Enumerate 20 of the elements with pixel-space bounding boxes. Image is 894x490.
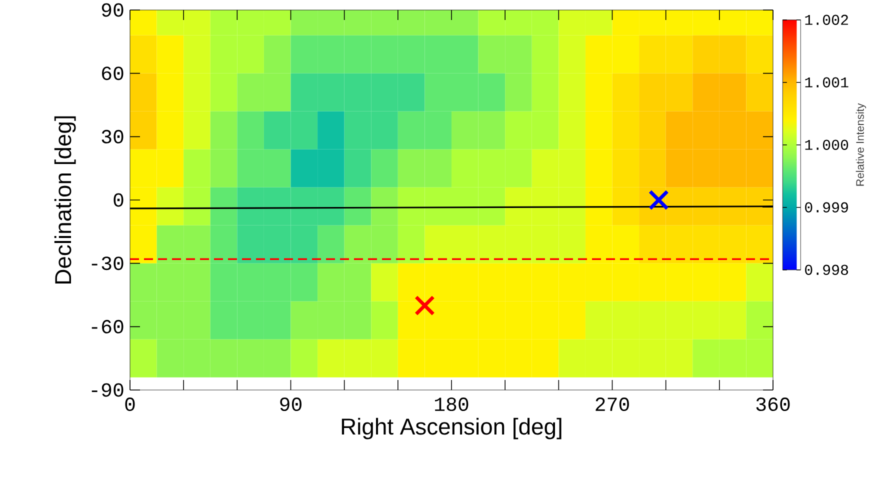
x-tick-label: 270: [596, 398, 629, 412]
color-bar-label: 0.999: [805, 202, 848, 212]
color-bar-label: 1.000: [805, 140, 848, 150]
y-axis-title: Declination [deg]: [54, 116, 76, 284]
x-tick-label: 0: [125, 398, 135, 412]
x-tick-label: 180: [435, 398, 468, 412]
y-tick-label: 60: [102, 66, 124, 80]
x-axis-title: Right Ascension [deg]: [342, 418, 562, 440]
y-tick-label: -90: [92, 383, 124, 397]
y-tick-label: -60: [92, 320, 124, 334]
x-tick-label: 360: [756, 398, 790, 412]
y-tick-label: 90: [102, 3, 124, 17]
y-tick-label: 30: [102, 130, 124, 144]
y-tick-label: -30: [92, 256, 124, 270]
x-tick-label: 90: [280, 398, 302, 412]
color-bar-title: Relative Intensity: [856, 103, 866, 186]
color-bar-label: 1.002: [805, 14, 848, 25]
color-bar-label: 0.998: [805, 264, 848, 275]
color-bar-label: 1.001: [805, 77, 848, 88]
y-tick-label: 0: [114, 193, 124, 207]
